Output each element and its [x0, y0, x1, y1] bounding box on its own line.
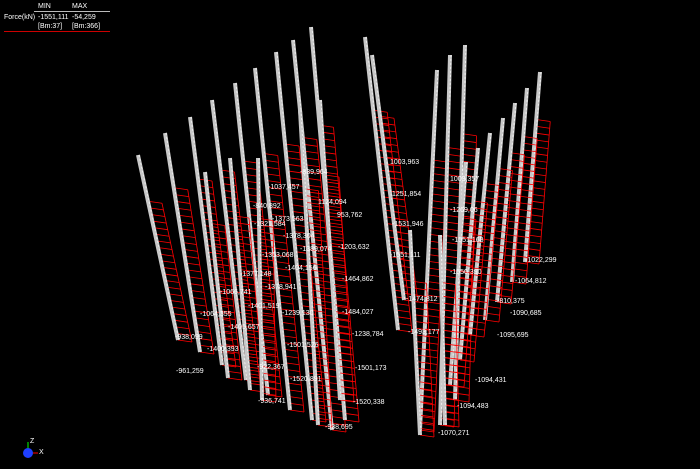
column-member[interactable]	[203, 171, 243, 381]
force-value-label: -1474,812	[406, 296, 438, 303]
force-value-label: -1064,812	[515, 278, 547, 285]
force-value-label: 1124,094	[318, 199, 347, 206]
force-value-label: -922,367	[257, 364, 285, 371]
force-value-label: -1238,784	[352, 331, 384, 338]
force-value-label: -1550,390	[450, 269, 482, 276]
force-value-label: -1203,632	[338, 244, 370, 251]
force-value-label: -1401,519	[248, 303, 280, 310]
force-value-label: -1321,584	[254, 221, 286, 228]
coordinate-axis-indicator: Z X	[18, 438, 58, 468]
force-value-label: -1404,156	[285, 265, 317, 272]
force-value-label: 1003,963	[390, 159, 420, 166]
force-value-label: -1501,173	[355, 365, 387, 372]
column-member[interactable]	[210, 99, 261, 383]
column-member[interactable]	[256, 157, 277, 403]
force-value-label: -840,892	[253, 203, 281, 210]
force-value-label: -1501,526	[287, 342, 319, 349]
force-value-label: -1464,862	[342, 276, 374, 283]
column-member[interactable]	[495, 102, 525, 305]
force-value-label: -1373,563	[272, 216, 304, 223]
force-value-label: -1353,068	[262, 252, 294, 259]
force-value-label: -1378,941	[265, 284, 297, 291]
force-value-label: -1520,891	[290, 376, 322, 383]
column-member[interactable]	[318, 99, 355, 403]
column-member[interactable]	[408, 229, 435, 438]
force-value-label: -1520,338	[353, 399, 385, 406]
force-value-label: -1239,130	[282, 310, 314, 317]
legend-quantity: Force(kN)	[4, 14, 36, 21]
force-value-label: -1095,695	[497, 332, 529, 339]
column-member[interactable]	[253, 67, 305, 413]
force-value-label: -810,375	[497, 298, 525, 305]
force-value-label: -1400,393	[207, 346, 239, 353]
force-value-label: -1269,06	[450, 207, 478, 214]
force-value-label: -1378,304	[283, 233, 315, 240]
legend-min-element: [Bm:37]	[38, 23, 63, 30]
force-value-label: -936,741	[258, 398, 286, 405]
force-value-label: -1551,111	[390, 252, 421, 259]
force-value-label: -938,695	[325, 424, 353, 431]
force-value-label: 1251,854	[392, 191, 422, 198]
force-value-label: -938,099	[175, 334, 203, 341]
column-member[interactable]	[228, 157, 265, 393]
legend-max-value: -54,259	[72, 14, 96, 21]
axis-sphere-icon	[23, 448, 33, 458]
force-value-label: 1003,357	[450, 176, 480, 183]
force-value-label: -1090,685	[510, 310, 542, 317]
force-value-label: -1070,271	[438, 430, 470, 437]
force-value-label: -1389,074	[300, 246, 332, 253]
legend-max-header: MAX	[72, 3, 88, 10]
force-value-label: 953,762	[337, 212, 363, 219]
force-value-label: -1037,457	[268, 184, 300, 191]
force-value-label: -1531,946	[392, 221, 424, 228]
column-member[interactable]	[163, 132, 215, 355]
column-member[interactable]	[458, 147, 488, 363]
force-value-label: -839,964	[300, 169, 328, 176]
force-value-label: -1551,168	[452, 237, 484, 244]
legend-max-element: [Bm:366]	[72, 23, 101, 30]
column-member[interactable]	[136, 154, 193, 343]
force-value-label: -1064,355	[200, 311, 232, 318]
force-value-label: -1405,657	[228, 324, 260, 331]
column-member[interactable]	[298, 109, 333, 428]
force-value-label: -1094,483	[457, 403, 489, 410]
column-member[interactable]	[523, 71, 551, 265]
axis-x-label: X	[39, 449, 44, 456]
force-value-label: -1377,148	[240, 271, 272, 278]
force-value-label: -1484,027	[342, 309, 374, 316]
legend-min-header: MIN	[38, 3, 51, 10]
force-value-label: -1066,741	[220, 289, 252, 296]
axis-z-label: Z	[30, 438, 35, 445]
legend-min-value: -1551,111	[38, 14, 69, 21]
force-value-label: -961,259	[176, 368, 204, 375]
column-member[interactable]	[438, 234, 460, 428]
force-value-label: -1022,299	[525, 257, 557, 264]
force-value-label: -1094,431	[475, 377, 507, 384]
force-value-label: -1493,177	[408, 329, 440, 336]
